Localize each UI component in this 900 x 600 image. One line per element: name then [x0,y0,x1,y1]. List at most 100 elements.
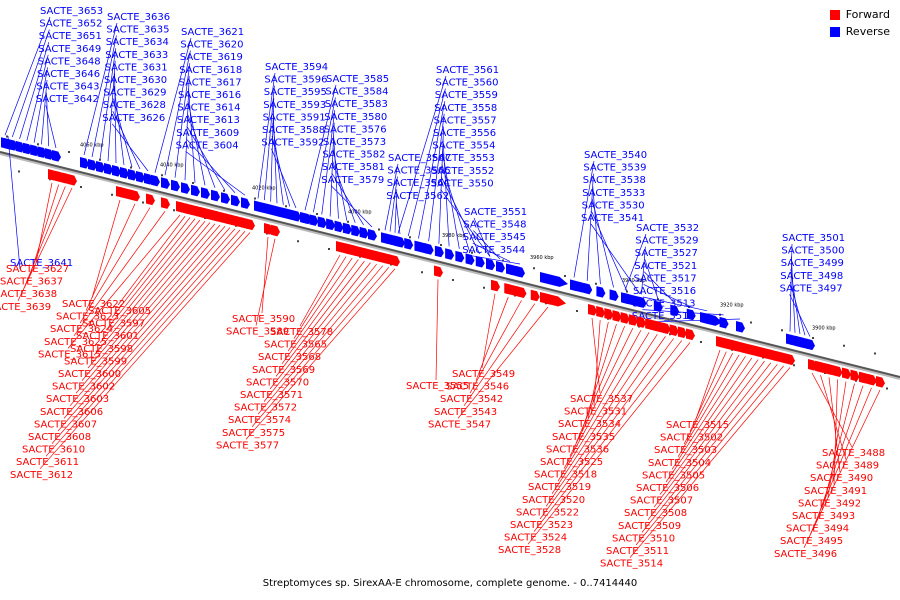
forward-gene-arrow [686,328,695,341]
reverse-swatch [829,26,840,37]
reverse-connector [7,135,21,270]
forward-connector [35,182,53,264]
reverse-gene-label: SACTE_3652 [39,19,102,30]
forward-connector [23,186,66,289]
reverse-connector [332,160,356,223]
forward-gene-label: SACTE_3590 [232,314,295,325]
reverse-gene-label: SACTE_3516 [633,286,696,297]
axis-dot [700,341,702,343]
reverse-gene-arrow [88,159,97,171]
reverse-gene-arrow [44,148,54,160]
axis-dot [750,321,752,324]
reverse-gene-label: SACTE_3550 [431,178,494,189]
axis-dot [440,244,442,246]
reverse-gene-label: SACTE_3545 [463,232,526,243]
reverse-gene-label: SACTE_3641 [10,258,73,269]
forward-gene-arrow [264,223,273,235]
reverse-gene-label: SACTE_3501 [782,233,845,244]
reverse-gene-arrow [609,289,619,301]
forward-gene-arrow [628,314,638,326]
forward-gene-arrow [391,254,400,267]
reverse-gene-label: SACTE_3564 [387,178,450,189]
forward-gene-arrow [68,174,77,186]
reverse-gene-arrow [570,279,588,293]
reverse-connector [394,189,398,233]
reverse-gene-label: SACTE_3529 [635,236,698,247]
forward-gene-arrow [505,283,525,297]
axis-tick-label: 3980 kbp [442,233,466,239]
reverse-connector [591,211,628,291]
forward-connector [469,300,522,394]
forward-connector [245,268,396,440]
reverse-gene-arrow [292,210,301,222]
axis-dot [173,209,175,212]
reverse-gene-arrow [540,272,568,287]
reverse-gene-label: SACTE_3521 [634,261,697,272]
forward-gene-label: SACTE_3606 [40,407,103,418]
reverse-label: Reverse [845,25,890,38]
forward-gene-label: SACTE_3491 [804,486,867,497]
forward-gene-label: SACTE_3518 [534,470,597,481]
reverse-connector [4,16,51,136]
axis-dot [37,143,39,146]
forward-gene-label: SACTE_3549 [452,369,515,380]
forward-gene-label: SACTE_3571 [240,390,303,401]
reverse-gene-label: SACTE_3566 [387,166,450,177]
reverse-gene-label: SACTE_3540 [584,150,647,161]
forward-gene-label: SACTE_3602 [52,382,115,393]
forward-gene-label: SACTE_3547 [428,419,491,430]
forward-gene-label: SACTE_3504 [648,458,711,469]
reverse-gene-arrow [510,264,524,277]
axis-dot [452,279,454,281]
reverse-gene-arrow [231,194,240,207]
reverse-connector [111,123,149,172]
forward-gene-label: SACTE_3611 [16,457,79,468]
axis-dot [595,282,597,285]
axis-tick-label: 4040 kbp [160,163,184,169]
reverse-gene-arrow [136,171,145,183]
reverse-gene-arrow [22,142,32,155]
forward-gene-label: SACTE_3572 [234,403,297,414]
reverse-gene-label: SACTE_3497 [780,283,843,294]
reverse-gene-arrow [334,220,344,233]
forward-connector [29,184,60,276]
axis-dot [18,170,20,173]
forward-gene-label: SACTE_3496 [774,549,837,560]
forward-connector [575,326,625,444]
axis-dot [328,248,330,250]
forward-connector [85,203,136,311]
reverse-connector [624,233,647,291]
forward-gene-label: SACTE_3555 [406,381,469,392]
reverse-gene-label: SACTE_3558 [434,103,497,114]
forward-connector [527,342,691,545]
legend-reverse: Reverse [829,25,890,38]
reverse-gene-label: SACTE_3513 [632,299,695,310]
axis-dot [142,201,144,204]
reverse-gene-arrow [201,187,210,199]
legend-forward: Forward [829,8,890,21]
reverse-gene-arrow [300,212,312,225]
forward-gene-arrow [876,376,885,388]
reverse-gene-label: SACTE_3648 [38,56,101,67]
forward-connector [833,379,838,485]
axis-dot [874,352,876,355]
reverse-gene-arrow [151,174,160,187]
forward-gene-arrow [146,193,155,206]
forward-gene-label: SACTE_3489 [816,461,879,472]
reverse-connector [271,148,297,209]
axis-dot [80,186,82,188]
reverse-connector [313,97,336,213]
reverse-gene-label: SACTE_3512 [632,311,695,322]
forward-gene-label: SACTE_3522 [516,507,579,518]
reverse-gene-arrow [80,157,89,169]
forward-swatch [829,9,840,20]
axis-dot [297,240,299,243]
reverse-gene-label: SACTE_3559 [435,90,498,101]
reverse-gene-group: SACTE_3641 [7,135,73,270]
forward-gene-label: SACTE_3534 [558,419,621,430]
